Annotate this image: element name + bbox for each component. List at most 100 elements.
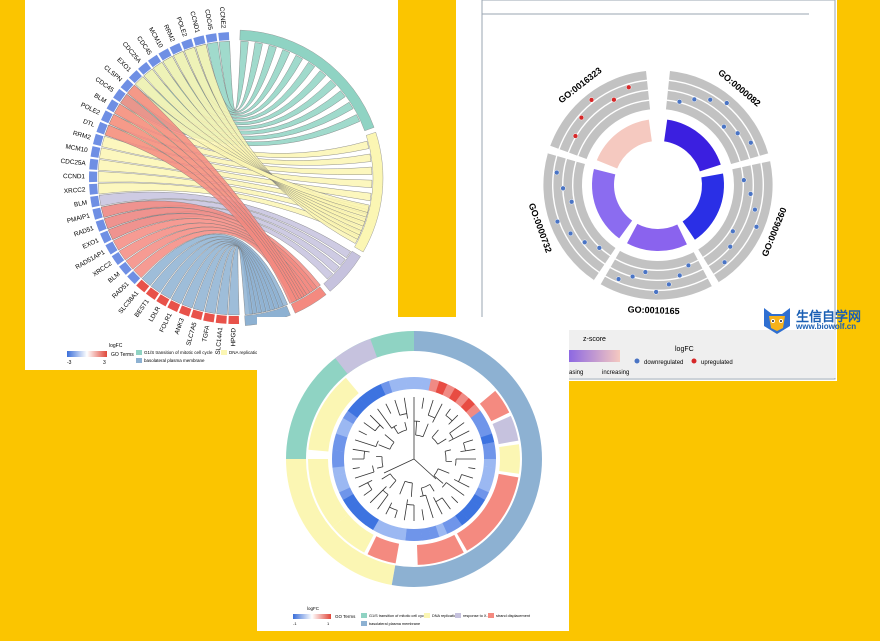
legend-swatch-basolateral — [361, 621, 367, 626]
track-band — [698, 167, 743, 258]
legend-term-dna-replication: DNA replication — [432, 614, 458, 618]
logfc-cell — [435, 381, 448, 396]
go-term-segment — [354, 132, 384, 253]
logfc-cell — [388, 378, 400, 393]
go-tracks — [542, 70, 774, 301]
gene-segment — [113, 88, 126, 103]
gene-segment — [119, 261, 132, 275]
logfc-gradient-bar — [293, 614, 331, 619]
gocircle-plot: GO:0000082GO:0006260GO:0010165GO:0000732… — [481, 0, 836, 380]
logfc-cell — [405, 528, 414, 541]
track-line — [702, 167, 744, 258]
upregulated-dot — [588, 97, 595, 103]
track-line — [718, 161, 774, 283]
logfc-cell — [483, 450, 496, 460]
legend-swatch-dna-replication — [424, 613, 430, 618]
outer-ring-segment — [391, 565, 414, 587]
gene-segment — [193, 35, 206, 46]
gene-segment — [96, 121, 108, 135]
downregulated-dot — [653, 289, 659, 295]
zscore-segment — [627, 223, 687, 251]
logfc-cell — [460, 398, 476, 413]
logfc-cell — [332, 441, 346, 452]
gene-segment — [95, 219, 107, 232]
logfc-cell — [435, 522, 448, 538]
logfc-cell — [421, 527, 432, 541]
gene-segment — [203, 312, 215, 323]
track-band — [605, 268, 708, 291]
legend-term-xray: response to X-ray — [463, 614, 493, 618]
logfc-max-label: 3 — [103, 360, 106, 366]
logfc-cell — [474, 418, 490, 431]
outer-ring-segment — [414, 331, 542, 587]
gene-segment — [158, 48, 172, 61]
chord-ribbon — [228, 245, 253, 316]
gene-label: BLM — [107, 271, 122, 285]
outer-ring-segment — [286, 459, 396, 586]
logfc-cell — [335, 480, 351, 493]
gocluster-plot: logFC -1 1 GO Terms G1/S transition of m… — [286, 331, 542, 626]
logfc-cell — [482, 441, 496, 452]
gene-segment — [169, 43, 183, 55]
track-line — [605, 275, 708, 291]
middle-ring-segment — [499, 444, 520, 474]
legend-swatch-xray — [455, 613, 461, 618]
logfc-cell — [442, 384, 456, 399]
logfc-cell — [333, 473, 348, 485]
logfc-cell — [359, 392, 374, 407]
track-line — [600, 284, 713, 301]
chord-ribbon — [216, 245, 258, 315]
gene-segment — [136, 279, 150, 293]
gene-segment — [120, 79, 134, 93]
gene-label: BEST1 — [133, 298, 151, 319]
middle-ring-segment — [457, 473, 519, 551]
logfc-cell — [477, 480, 492, 493]
logfc-cell — [470, 494, 486, 508]
gene-segment — [92, 133, 104, 147]
downregulated-dot — [685, 262, 692, 269]
logfc-legend-title: logFC — [307, 606, 320, 611]
track-line — [615, 258, 699, 271]
gene-segment — [105, 241, 118, 255]
downregulated-dot — [554, 169, 560, 176]
logfc-cell — [465, 500, 481, 515]
gene-label: CDC45 — [203, 9, 213, 31]
logfc-cell — [454, 511, 469, 526]
downregulated-dot — [554, 218, 561, 225]
track-band — [578, 100, 651, 160]
middle-ring-segment — [332, 514, 374, 553]
chord-ribbon — [127, 84, 370, 213]
logfc-cell — [380, 522, 393, 537]
track-band — [573, 161, 616, 256]
watermark-cn: 生信自学网 — [796, 309, 862, 324]
legend-term-g1s: G1/S transition of mitotic cell cycle — [144, 350, 213, 355]
gene-segment — [138, 62, 152, 75]
zscore-segment — [664, 119, 721, 172]
track-band — [549, 70, 647, 149]
gene-segment — [215, 314, 227, 324]
logfc-cell — [365, 515, 379, 531]
logfc-cell — [442, 519, 455, 535]
logfc-cell — [455, 392, 470, 408]
dendrogram-branches — [352, 397, 476, 521]
logfc-cell — [347, 403, 363, 418]
downregulated-dot — [721, 124, 727, 130]
go-term-segment — [290, 286, 327, 314]
downregulated-legend-dot — [634, 358, 640, 364]
logfc-cell — [372, 519, 386, 534]
watermark-url: www.biowolf.cn — [796, 322, 857, 331]
gene-label: XRCC2 — [64, 186, 87, 195]
downregulated-dot — [629, 273, 636, 280]
track-band — [543, 153, 599, 281]
legend-swatch-basolateral — [136, 358, 142, 363]
logfc-cell — [373, 383, 386, 399]
gene-segment — [89, 171, 98, 183]
gene-segment — [190, 309, 204, 321]
downregulated-dot — [730, 228, 736, 234]
middle-ring-segment — [308, 377, 359, 452]
downregulated-dot — [721, 259, 728, 265]
middle-ring-segment — [417, 534, 464, 565]
downregulated-dot — [735, 130, 741, 136]
downregulated-dot — [568, 199, 575, 205]
track-band — [714, 161, 773, 283]
